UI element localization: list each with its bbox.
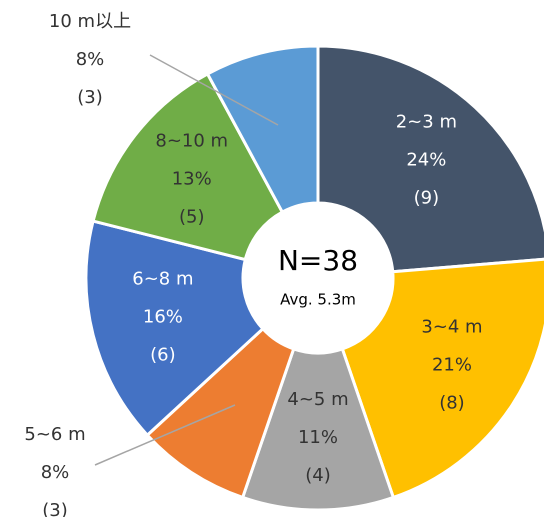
center-title: N=38 — [278, 244, 358, 277]
leader-line — [94, 404, 236, 466]
donut-slice — [316, 44, 544, 274]
slice-category: 5~6 m — [24, 424, 85, 445]
slice-count: (9) — [414, 187, 440, 208]
slice-count: (5) — [179, 207, 205, 228]
donut-slice — [205, 44, 320, 215]
slice-count: (3) — [77, 87, 103, 108]
slice-count: (8) — [439, 393, 465, 414]
slice-percent: 13% — [172, 169, 212, 190]
slice-category: 10 m以上 — [49, 11, 131, 32]
slice-count: (6) — [150, 344, 176, 365]
slice-percent: 11% — [298, 427, 338, 448]
slice-category: 2~3 m — [396, 111, 457, 132]
slice-percent: 24% — [406, 149, 446, 170]
slice-percent: 16% — [143, 306, 183, 327]
slice-category: 6~8 m — [132, 268, 193, 289]
slice-percent: 8% — [76, 49, 105, 70]
donut-slice — [340, 257, 544, 500]
slice-count: (4) — [305, 465, 331, 486]
slice-category: 4~5 m — [287, 389, 348, 410]
donut-slice — [84, 219, 265, 438]
slice-count: (3) — [42, 500, 68, 517]
leader-line — [149, 54, 279, 126]
slice-percent: 8% — [41, 462, 70, 483]
slice-percent: 21% — [432, 355, 472, 376]
slice-category: 8~10 m — [155, 131, 228, 152]
slice-category: 3~4 m — [421, 317, 482, 338]
donut-slice — [91, 71, 285, 262]
center-subtitle: Avg. 5.3m — [280, 291, 356, 309]
